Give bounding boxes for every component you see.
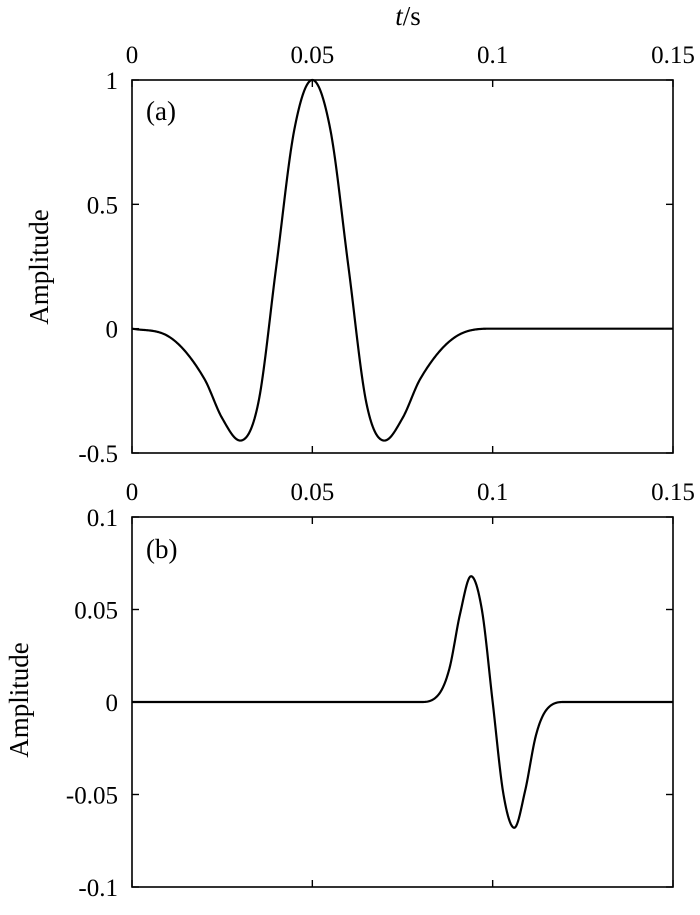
panel-b-x-tick-label: 0 <box>126 479 139 506</box>
panel-a-y-axis-title: Amplitude <box>24 209 54 325</box>
panel-b-curves <box>131 575 674 829</box>
x-axis-title: t/s <box>395 1 421 31</box>
panel-a-curves <box>131 78 674 442</box>
panel-b-ticks: 0 0.05 0.1 0.15 0.1 0.05 0 -0.05 -0.1 <box>66 479 695 902</box>
panel-a-y-tick-label: 0.5 <box>87 192 118 219</box>
panel-a-y-tick-label: -0.5 <box>78 441 118 468</box>
panel-b-y-tick-label: 0.1 <box>87 505 118 532</box>
panel-b-x-tick-label: 0.05 <box>290 479 334 506</box>
panel-a-frame <box>131 79 674 454</box>
panel-a-x-tick-label: 0.15 <box>651 42 695 69</box>
x-axis-title-unit: /s <box>403 1 421 31</box>
panel-b-label: (b) <box>146 534 177 564</box>
panel-b-x-tick-label: 0.15 <box>651 479 695 506</box>
panel-a-x-tick-label: 0.1 <box>477 42 508 69</box>
panel-b-y-tick-label: 0.05 <box>74 598 118 625</box>
panel-a-ticks: 0 0.05 0.1 0.15 1 0.5 0 -0.5 <box>78 42 694 468</box>
panel-a-x-tick-label: 0.05 <box>290 42 334 69</box>
panel-a-waveform-line <box>131 78 674 442</box>
panel-a-label: (a) <box>146 96 176 126</box>
panel-a-y-tick-label: 1 <box>106 68 119 95</box>
panel-b-y-axis-title: Amplitude <box>4 642 34 758</box>
panel-a-x-tick-label: 0 <box>126 42 139 69</box>
panel-b-waveform-line <box>131 575 674 829</box>
panel-b-y-tick-label: 0 <box>106 690 119 717</box>
panel-a: (a) Amplitude 0 0.05 0.1 0.15 1 0.5 0 -0.5 <box>24 42 695 468</box>
panel-b-x-tick-label: 0.1 <box>477 479 508 506</box>
panel-b-y-tick-label: -0.05 <box>66 783 118 810</box>
panel-a-y-tick-label: 0 <box>106 317 119 344</box>
panel-b-y-tick-label: -0.1 <box>78 875 118 902</box>
panel-b: (b) Amplitude 0 0.05 0.1 0.15 0.1 0.05 0 -0.05 -… <box>4 479 695 902</box>
x-axis-title-variable: t <box>395 1 404 31</box>
